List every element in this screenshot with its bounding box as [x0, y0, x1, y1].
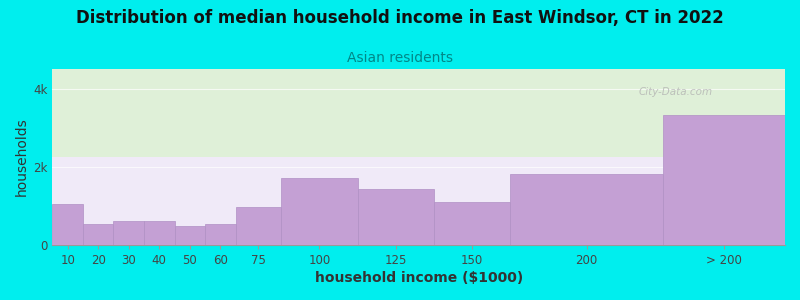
Bar: [663, 115, 785, 245]
Bar: [282, 178, 358, 245]
Bar: [358, 189, 434, 245]
Text: Asian residents: Asian residents: [347, 51, 453, 65]
Y-axis label: households: households: [15, 118, 29, 196]
Bar: [144, 221, 174, 245]
Bar: [174, 226, 205, 245]
Text: City-Data.com: City-Data.com: [638, 87, 713, 97]
Bar: [53, 204, 83, 245]
Bar: [434, 202, 510, 245]
Bar: [235, 206, 282, 245]
Bar: [114, 221, 144, 245]
Text: Distribution of median household income in East Windsor, CT in 2022: Distribution of median household income …: [76, 9, 724, 27]
Bar: [510, 174, 663, 245]
Bar: [83, 224, 114, 245]
Bar: [205, 224, 235, 245]
X-axis label: household income ($1000): household income ($1000): [314, 271, 523, 285]
